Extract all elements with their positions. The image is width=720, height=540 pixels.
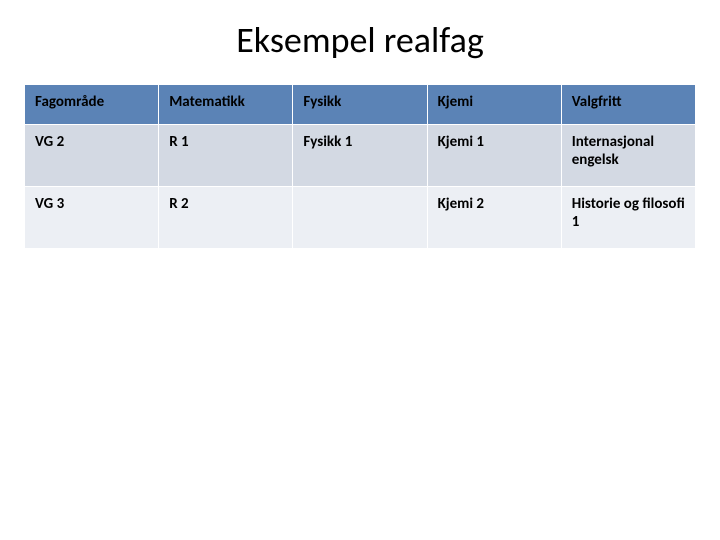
page-title: Eksempel realfag bbox=[24, 18, 696, 62]
table-cell: Kjemi 2 bbox=[427, 187, 561, 249]
subject-table: Fagområde Matematikk Fysikk Kjemi Valgfr… bbox=[24, 84, 696, 249]
table-header-cell: Fagområde bbox=[25, 85, 159, 125]
subject-table-wrap: Fagområde Matematikk Fysikk Kjemi Valgfr… bbox=[24, 84, 696, 249]
table-cell: Fysikk 1 bbox=[293, 125, 427, 187]
table-header-cell: Fysikk bbox=[293, 85, 427, 125]
table-header-cell: Valgfritt bbox=[561, 85, 695, 125]
table-header-cell: Matematikk bbox=[159, 85, 293, 125]
table-row: VG 2 R 1 Fysikk 1 Kjemi 1 Internasjonal … bbox=[25, 125, 696, 187]
table-cell: Historie og filosofi 1 bbox=[561, 187, 695, 249]
table-row: VG 3 R 2 Kjemi 2 Historie og filosofi 1 bbox=[25, 187, 696, 249]
slide: Eksempel realfag Fagområde Matematikk Fy… bbox=[0, 0, 720, 540]
table-cell: Kjemi 1 bbox=[427, 125, 561, 187]
table-cell: R 1 bbox=[159, 125, 293, 187]
table-cell: VG 2 bbox=[25, 125, 159, 187]
table-cell: VG 3 bbox=[25, 187, 159, 249]
table-header-cell: Kjemi bbox=[427, 85, 561, 125]
table-cell: R 2 bbox=[159, 187, 293, 249]
table-header-row: Fagområde Matematikk Fysikk Kjemi Valgfr… bbox=[25, 85, 696, 125]
table-cell: Internasjonal engelsk bbox=[561, 125, 695, 187]
table-cell bbox=[293, 187, 427, 249]
